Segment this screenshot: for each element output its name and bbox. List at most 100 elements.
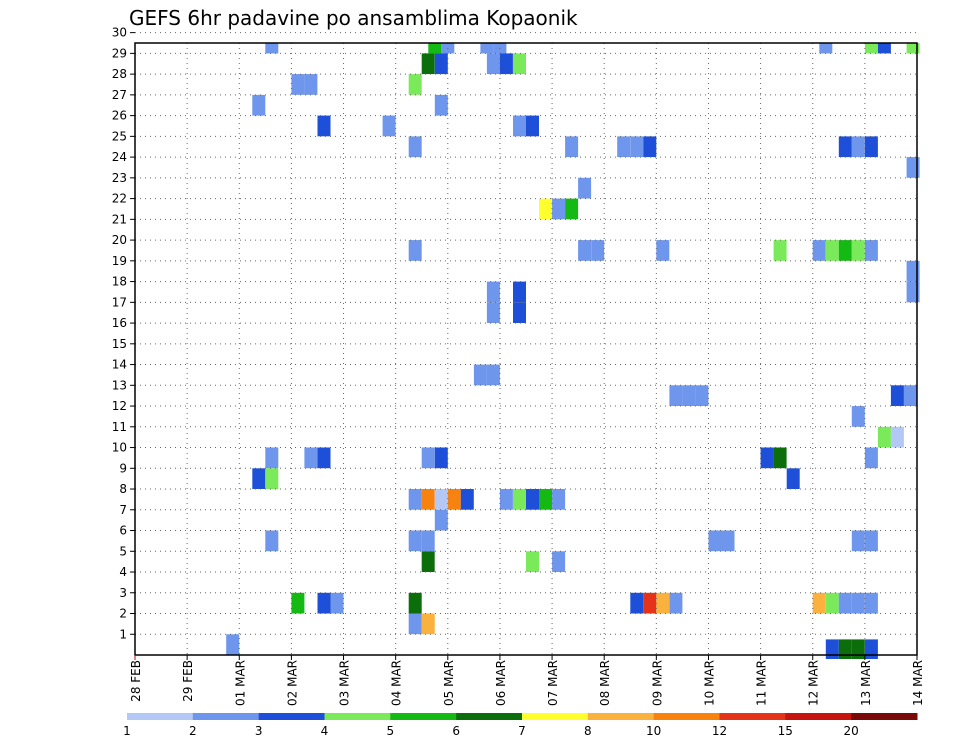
x-tick-label: 08 MAR [598,660,612,706]
heatmap-cell [486,53,500,75]
heatmap-cell [812,592,826,614]
heatmap-cell [408,489,422,510]
x-tick-label: 14 MAR [911,660,925,706]
heatmap-cell [851,530,865,552]
heatmap-cell [226,634,240,655]
colorbar-label: 1 [123,724,131,738]
heatmap-cell [434,94,448,116]
heatmap-cell [825,639,839,659]
heatmap-cell [851,136,865,158]
heatmap-cell [851,592,865,614]
grid-lines [134,32,918,655]
y-tick-label: 1 [119,627,127,641]
y-tick-label: 9 [119,461,127,475]
heatmap-cell [851,639,865,659]
y-tick-label: 18 [112,275,127,289]
x-tick-label: 09 MAR [650,660,664,706]
heatmap-cell [291,74,305,95]
heatmap-cell [890,385,904,406]
heatmap-cell [695,385,709,406]
heatmap-cell [486,302,500,323]
y-tick-label: 28 [112,67,127,81]
heatmap-cell [864,43,878,54]
y-tick-label: 14 [112,358,127,372]
y-tick-label: 16 [112,316,127,330]
heatmap-cell [460,489,474,510]
y-tick-label: 27 [112,88,127,102]
heatmap-cell [656,592,670,614]
y-tick-label: 11 [112,420,127,434]
heatmap-cell [617,136,631,158]
heatmap-cell [486,281,500,303]
y-tick-label: 5 [119,544,127,558]
heatmap-cell [773,447,787,469]
y-tick-label: 24 [112,150,127,164]
heatmap-cell [499,53,513,75]
heatmap-cell [526,489,539,510]
heatmap-cell [408,136,422,158]
heatmap-cell [499,489,513,510]
x-tick-label: 03 MAR [338,660,352,706]
heatmap-cell [526,115,539,137]
y-tick-label: 23 [112,171,127,185]
colorbar-swatch [390,713,457,720]
heatmap-cell [851,240,865,261]
heatmap-cell [265,530,279,552]
heatmap-cell [265,468,279,489]
heatmap-cell [890,426,904,448]
heatmap-cell [434,447,448,469]
heatmap-cell [565,198,579,220]
heatmap-cell [864,639,878,659]
y-tick-label: 10 [112,441,127,455]
heatmap-cell [434,53,448,75]
x-tick-label: 04 MAR [390,660,404,706]
colorbar-swatch [127,713,194,720]
y-tick-label: 3 [119,586,127,600]
heatmap-cell [513,115,526,137]
heatmap-cell [317,447,331,469]
y-tick-label: 2 [119,607,127,621]
x-tick-label: 07 MAR [546,660,560,706]
x-tick-label: 06 MAR [494,660,508,706]
heatmap-cell [265,43,279,54]
heatmap-cell [591,240,605,261]
y-tick-label: 17 [112,295,127,309]
colorbar-swatch [522,713,589,720]
heatmap-cell [838,136,852,158]
heatmap-cell [656,240,670,261]
colorbar-label: 4 [321,724,329,738]
heatmap-cell [552,198,566,220]
heatmap-cell [906,43,920,54]
heatmap-cell [480,43,494,54]
heatmap-cell [682,385,696,406]
heatmap-cell [526,551,539,572]
heatmap-cell [539,489,552,510]
heatmap-cell [838,639,852,659]
y-tick-label: 25 [112,129,127,143]
x-tick-label: 10 MAR [702,660,716,706]
heatmap-cell [864,592,878,614]
heatmap-cell [513,53,526,75]
heatmap-cell [838,240,852,261]
x-tick-label: 28 FEB [129,660,143,702]
x-tick-label: 05 MAR [442,660,456,706]
heatmap-cell [304,74,318,95]
heatmap-cell [513,489,526,510]
heatmap-cell [330,592,344,614]
heatmap-cell [421,447,435,469]
x-tick-label: 12 MAR [807,660,821,706]
y-tick-label: 15 [112,337,127,351]
colorbar-swatch [192,713,260,720]
heatmap-cells [226,43,920,659]
colorbar-swatch [324,713,391,720]
heatmap-cell [864,136,878,158]
heatmap-cell [408,240,422,261]
heatmap-cell [630,136,644,158]
heatmap-cell [252,94,266,116]
x-tick-label: 13 MAR [859,660,873,706]
heatmap-cell [421,613,435,635]
heatmap-cell [421,551,435,572]
heatmap-cell [643,592,657,614]
x-axis: 28 FEB 29 FEB 01 MAR 02 MAR 03 MAR 04 MAR 05 M… [129,655,925,706]
